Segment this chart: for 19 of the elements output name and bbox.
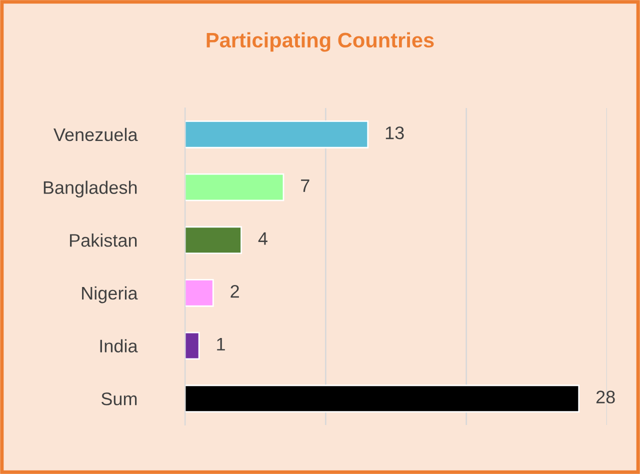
bar xyxy=(185,120,369,148)
data-label: 2 xyxy=(230,284,239,298)
data-label: 28 xyxy=(596,390,615,404)
bar xyxy=(185,279,214,307)
y-tick-label: Nigeria xyxy=(82,286,138,304)
data-label: 7 xyxy=(301,179,310,192)
bar xyxy=(185,173,284,202)
y-tick-label: Venezuela xyxy=(54,128,138,142)
bar xyxy=(185,332,200,360)
y-tick-label: Pakistan xyxy=(70,234,137,247)
data-label: 1 xyxy=(217,338,225,350)
chart-title: Participating Countries xyxy=(206,32,434,52)
data-label: 4 xyxy=(258,232,268,245)
y-tick-label: Bangladesh xyxy=(44,180,137,198)
bar xyxy=(185,226,242,254)
data-label: 13 xyxy=(386,126,404,140)
bar xyxy=(185,384,580,412)
y-tick-label: Sum xyxy=(101,392,137,406)
y-tick-label: India xyxy=(100,339,138,352)
